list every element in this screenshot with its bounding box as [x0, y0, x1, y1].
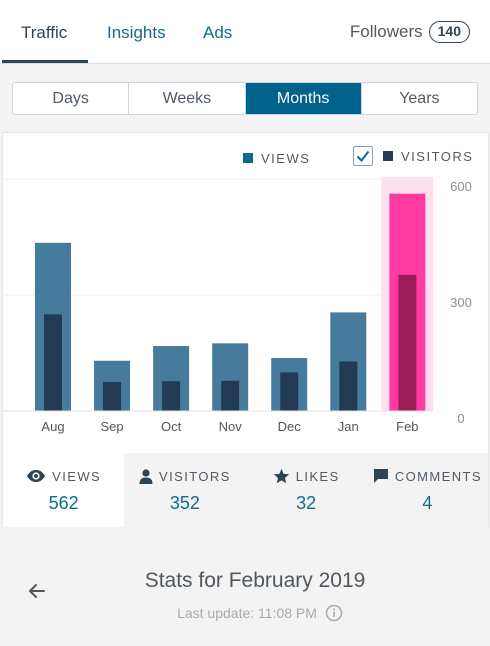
period-selector: Days Weeks Months Years	[12, 82, 478, 115]
visitors-bar-jan[interactable]	[339, 361, 358, 411]
period-years[interactable]: Years	[399, 90, 440, 107]
x-tick-label: Aug	[41, 419, 64, 434]
stats-chart-card: 600 300 0 Aug Sep Oct Nov Dec Jan Feb VIEWS VISIT…	[2, 132, 489, 527]
tab-followers-label: Followers	[349, 22, 423, 41]
info-icon[interactable]	[325, 604, 343, 622]
summary-likes-label: LIKES	[295, 468, 340, 484]
visitors-bar-oct[interactable]	[162, 381, 181, 411]
x-tick-label: Feb	[396, 419, 418, 434]
x-tick-label: Nov	[219, 419, 243, 434]
summary-comments-value: 4	[422, 493, 433, 513]
legend-visitors-swatch	[383, 151, 393, 161]
x-tick-label: Sep	[100, 419, 123, 434]
tab-ads[interactable]: Ads	[203, 23, 233, 42]
comment-icon	[373, 469, 388, 483]
summary-views[interactable]: VIEWS 562	[3, 453, 125, 527]
summary-views-header: VIEWS	[3, 467, 124, 485]
legend-views-label: VIEWS	[261, 150, 311, 166]
last-update: Last update: 11:08 PM	[0, 604, 490, 622]
summary-views-value: 562	[48, 493, 79, 513]
x-tick-label: Dec	[278, 419, 302, 434]
visitors-bar-dec[interactable]	[280, 372, 299, 411]
visitors-bar-sep[interactable]	[103, 382, 122, 411]
last-update-label: Last update: 11:08 PM	[177, 605, 317, 621]
bar-chart[interactable]: 600 300 0 Aug Sep Oct Nov Dec Jan Feb	[3, 133, 490, 453]
summary-views-label: VIEWS	[52, 468, 102, 484]
tab-active-indicator	[2, 60, 88, 63]
visitors-bar-nov[interactable]	[221, 380, 240, 411]
summary-likes[interactable]: LIKES 32	[245, 453, 367, 527]
summary-visitors-header: VISITORS	[124, 467, 245, 485]
legend-visitors-label: VISITORS	[401, 148, 474, 164]
legend-views: VIEWS	[243, 149, 310, 167]
summary-visitors-label: VISITORS	[159, 468, 231, 484]
visitors-bar-feb[interactable]	[398, 274, 417, 411]
summary-likes-value: 32	[296, 493, 317, 513]
tab-insights[interactable]: Insights	[107, 23, 166, 42]
summary-comments[interactable]: COMMENTS 4	[366, 453, 488, 527]
legend-visitors: VISITORS	[353, 146, 474, 166]
visitors-toggle-checkbox[interactable]	[353, 146, 373, 166]
tab-traffic[interactable]: Traffic	[21, 23, 68, 42]
summary-visitors[interactable]: VISITORS 352	[124, 453, 246, 527]
back-arrow-icon[interactable]	[26, 580, 48, 602]
legend-views-swatch	[243, 153, 253, 163]
y-tick-label: 600	[450, 179, 472, 194]
period-title: Stats for February 2019	[144, 569, 366, 592]
stats-tab-bar: Traffic Insights Ads Followers 140	[0, 0, 490, 64]
period-months[interactable]: Months	[245, 83, 362, 114]
followers-count-badge: 140	[428, 21, 470, 43]
period-days[interactable]: Days	[13, 83, 130, 114]
person-icon	[139, 468, 153, 484]
period-weeks[interactable]: Weeks	[129, 83, 246, 114]
summary-tabs: VIEWS 562 VISITORS 352 LIKES 32	[3, 453, 488, 527]
x-tick-label: Oct	[161, 419, 182, 434]
summary-likes-header: LIKES	[246, 467, 367, 485]
star-icon	[273, 468, 289, 484]
checkmark-icon	[356, 150, 370, 163]
summary-visitors-value: 352	[169, 493, 200, 513]
tab-followers[interactable]: Followers 140	[350, 20, 470, 44]
y-tick-label: 0	[457, 411, 464, 426]
x-tick-label: Jan	[338, 419, 359, 434]
y-tick-label: 300	[450, 295, 472, 310]
summary-comments-label: COMMENTS	[394, 468, 482, 484]
eye-icon	[27, 470, 46, 482]
summary-comments-header: COMMENTS	[367, 467, 488, 485]
visitors-bar-aug[interactable]	[44, 314, 62, 411]
